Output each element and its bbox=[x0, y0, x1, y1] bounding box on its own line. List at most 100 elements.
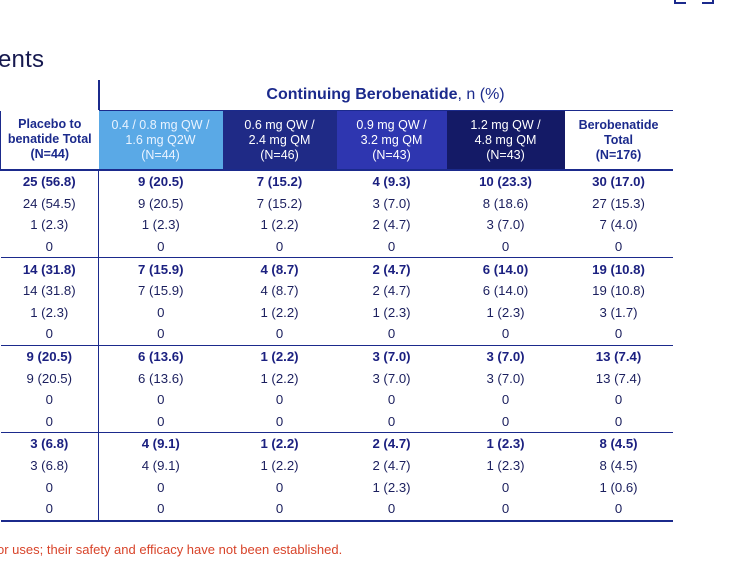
table-cell: 1 (0.6) bbox=[599, 479, 638, 495]
table-cell: 0 bbox=[98, 388, 223, 411]
table-cell: 1 (2.3) bbox=[372, 479, 411, 495]
table-cell: 1 (2.2) bbox=[222, 344, 337, 368]
column-header-line: (N=43) bbox=[486, 147, 525, 162]
table-cell: 4 (8.7) bbox=[260, 283, 299, 299]
table-row: 24 (54.5) 9 (20.5) 7 (15.2) 3 (7.0) 8 (18.6)… bbox=[1, 192, 673, 215]
table-cell: 2 (4.7) bbox=[372, 283, 411, 299]
table-cell: 0 bbox=[387, 326, 396, 342]
table-cell: 9 (20.5) bbox=[26, 370, 72, 386]
table-cell: 1 (2.2) bbox=[260, 370, 299, 386]
table-row: 14 (31.8) 7 (15.9) 4 (8.7) 2 (4.7) 6 (14.0) 1… bbox=[0, 257, 673, 280]
empty-header-cell bbox=[1, 80, 99, 111]
divider bbox=[98, 80, 100, 110]
table-cell: 1 (2.3) bbox=[446, 432, 565, 455]
table-cell: 10 (23.3) bbox=[446, 169, 565, 193]
table-cell: 9 (20.5) bbox=[98, 192, 223, 215]
table-cell: 1 (2.2) bbox=[222, 432, 337, 455]
table-cell: 0 bbox=[45, 392, 53, 408]
page-title: ents bbox=[0, 46, 45, 73]
column-header-line: (N=46) bbox=[260, 147, 299, 162]
table-cell: 0 bbox=[614, 239, 623, 255]
column-header-line: (N=176) bbox=[595, 147, 642, 162]
column-header-placebo: Placebo to benatide Total (N=44) bbox=[0, 110, 99, 170]
table-cell: 3 (7.0) bbox=[486, 217, 525, 233]
table-cell: 6 (14.0) bbox=[446, 257, 565, 280]
table-cell: 0 bbox=[98, 410, 223, 433]
table-cell: 6 (13.6) bbox=[98, 367, 223, 389]
column-header-line: (N=43) bbox=[372, 147, 411, 162]
table-cell: 3 (1.7) bbox=[599, 304, 638, 320]
table-row: 3 (6.8) 4 (9.1) 1 (2.2) 2 (4.7) 1 (2.3) 8 (4.… bbox=[1, 454, 673, 477]
table-cell: 0 bbox=[275, 413, 284, 429]
table-cell: 1 (2.2) bbox=[260, 304, 299, 320]
table-cell: 2 (4.7) bbox=[336, 257, 447, 280]
table-cell: 0 bbox=[45, 326, 53, 342]
table-cell: 9 (20.5) bbox=[98, 169, 223, 193]
table-cell: 0 bbox=[501, 392, 510, 408]
table-cell: 19 (10.8) bbox=[592, 283, 645, 299]
table-cell: 25 (56.8) bbox=[0, 169, 99, 193]
group-header: Continuing Berobenatide, n (%) bbox=[98, 80, 673, 111]
table-cell: 1 (2.3) bbox=[486, 304, 525, 320]
table-cell: 1 (2.3) bbox=[30, 217, 69, 233]
column-header-line: (N=44) bbox=[141, 147, 180, 162]
table-row: 0 0 0 0 0 0 bbox=[1, 410, 673, 433]
table-row: 0 0 0 0 0 0 bbox=[1, 388, 673, 411]
table-row: 25 (56.8) 9 (20.5) 7 (15.2) 4 (9.3) 10 (23.3… bbox=[0, 169, 673, 193]
table-cell: 30 (17.0) bbox=[564, 169, 673, 193]
table-cell: 7 (15.9) bbox=[98, 279, 223, 302]
table-cell: 3 (7.0) bbox=[446, 344, 565, 368]
table-cell: 2 (4.7) bbox=[336, 432, 447, 455]
table-cell: 3 (7.0) bbox=[336, 344, 447, 368]
table-cell: 0 bbox=[614, 413, 623, 429]
table-cell: 0 bbox=[98, 323, 223, 346]
table-cell: 8 (4.5) bbox=[564, 432, 673, 455]
table-row: 1 (2.3) 0 1 (2.2) 1 (2.3) 1 (2.3) 3 (1.7) bbox=[1, 301, 673, 324]
table-cell: 1 (2.3) bbox=[372, 304, 411, 320]
table-cell: 14 (31.8) bbox=[0, 257, 99, 280]
table-cell: 3 (7.0) bbox=[372, 370, 411, 386]
table-cell: 1 (2.3) bbox=[486, 458, 525, 474]
table-cell: 0 bbox=[275, 239, 284, 255]
table-cell: 0 bbox=[501, 326, 510, 342]
table-cell: 4 (9.3) bbox=[336, 169, 447, 193]
table-cell: 0 bbox=[501, 239, 510, 255]
column-header-line: 1.6 mg Q2W bbox=[125, 132, 196, 147]
column-header-line: (N=44) bbox=[30, 147, 70, 162]
table-cell: 3 (6.8) bbox=[30, 458, 69, 474]
table-row: 0 0 0 0 0 0 bbox=[1, 323, 673, 346]
column-header-dose-1: 0.4 / 0.8 mg QW /1.6 mg Q2W (N=44) bbox=[98, 110, 223, 170]
table-cell: 0 bbox=[98, 301, 223, 324]
table-cell: 0 bbox=[275, 326, 284, 342]
table-cell: 0 bbox=[98, 476, 223, 498]
table-cell: 3 (7.0) bbox=[486, 370, 525, 386]
footnote: or uses; their safety and efficacy have … bbox=[0, 542, 343, 557]
table-cell: 0 bbox=[614, 326, 623, 342]
column-header-line: Placebo to bbox=[18, 117, 82, 132]
table-cell: 0 bbox=[501, 413, 510, 429]
table-row: 1 (2.3) 1 (2.3) 1 (2.2) 2 (4.7) 3 (7.0) 7 (4.… bbox=[1, 214, 673, 236]
table-cell: 9 (20.5) bbox=[0, 344, 99, 368]
table-cell: 0 bbox=[45, 479, 53, 495]
table-cell: 0 bbox=[446, 497, 565, 522]
column-header-dose-2: 0.6 mg QW /2.4 mg QM (N=46) bbox=[222, 110, 337, 170]
column-header-line: Total bbox=[604, 132, 633, 147]
table-cell: 7 (4.0) bbox=[599, 217, 638, 233]
table-cell: 0 bbox=[45, 413, 53, 429]
table-cell: 6 (14.0) bbox=[482, 283, 529, 299]
table-row: 0 0 0 0 0 0 bbox=[1, 235, 673, 258]
table-cell: 6 (13.6) bbox=[98, 344, 223, 368]
data-table-container: Continuing Berobenatide, n (%) Placebo t… bbox=[0, 80, 673, 522]
column-header-dose-3: 0.9 mg QW /3.2 mg QM (N=43) bbox=[336, 110, 447, 170]
table-cell: 0 bbox=[275, 392, 284, 408]
table-row: 0 0 0 1 (2.3) 0 1 (0.6) bbox=[1, 476, 673, 498]
table-cell: 1 (2.2) bbox=[260, 458, 299, 474]
column-header-line: 0.6 mg QW / bbox=[244, 117, 315, 132]
table-cell: 0 bbox=[387, 239, 396, 255]
table-row: 9 (20.5) 6 (13.6) 1 (2.2) 3 (7.0) 3 (7.0) 13 … bbox=[0, 344, 673, 368]
column-header-line: 0.9 mg QW / bbox=[356, 117, 427, 132]
table-cell: 0 bbox=[222, 497, 337, 522]
table-cell: 7 (15.2) bbox=[222, 169, 337, 193]
table-cell: 14 (31.8) bbox=[22, 283, 76, 299]
table-row: 3 (6.8) 4 (9.1) 1 (2.2) 2 (4.7) 1 (2.3) 8 (4.… bbox=[0, 432, 673, 455]
